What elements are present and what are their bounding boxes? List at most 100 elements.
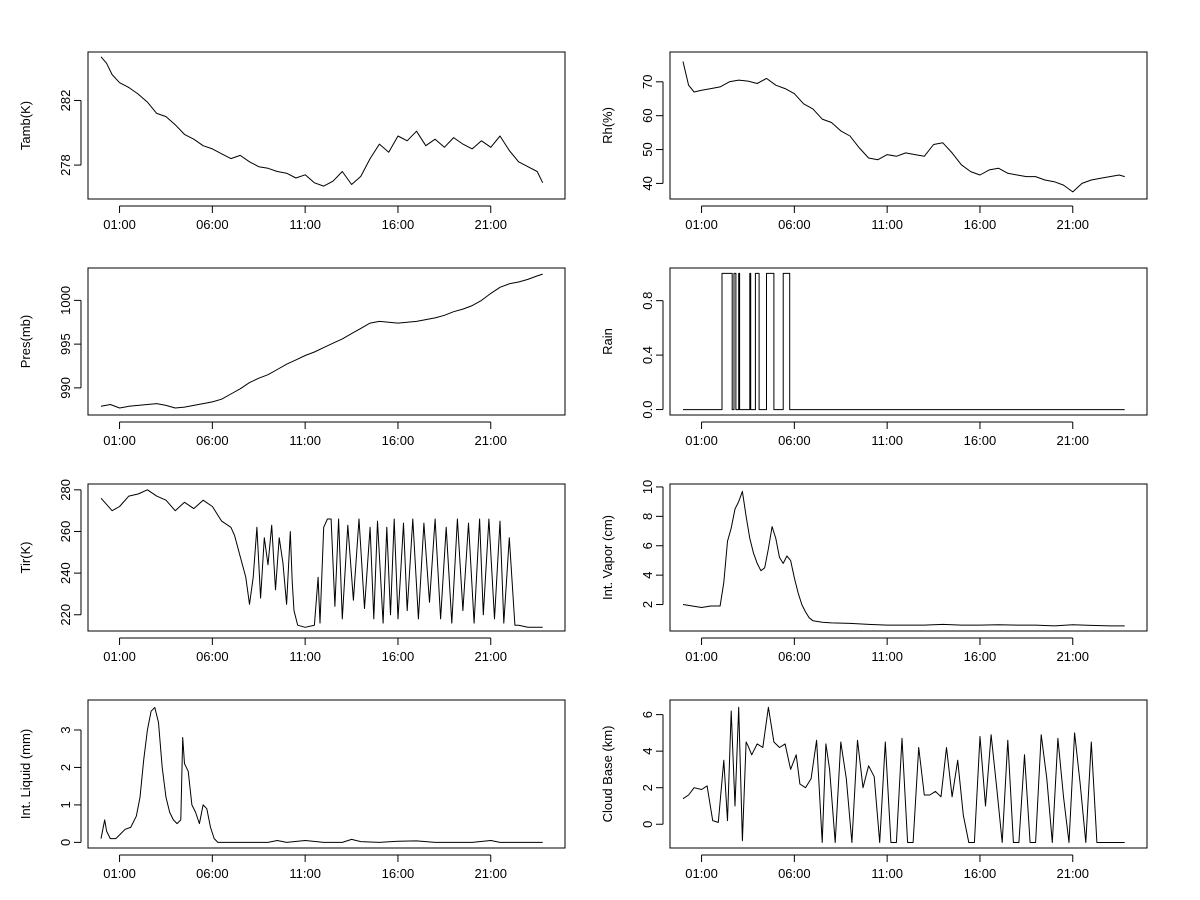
x-tick-label: 16:00: [382, 866, 415, 881]
y-axis-title: Cloud Base (km): [600, 726, 615, 823]
series-line: [683, 272, 1125, 411]
x-tick-label: 11:00: [289, 217, 321, 232]
y-axis-title: Pres(mb): [18, 315, 33, 368]
x-tick-label: 21:00: [1056, 866, 1089, 881]
x-tick-label: 06:00: [196, 217, 229, 232]
x-tick-label: 21:00: [1056, 217, 1089, 232]
y-axis-title: Tamb(K): [18, 101, 33, 150]
x-tick-label: 21:00: [474, 433, 507, 448]
y-axis-title: Int. Vapor (cm): [600, 515, 615, 600]
y-tick-label: 1: [58, 801, 73, 808]
chart-panel-7: 01:00 06:00 11:00 16:00 21:00 0 1 2 3 Int. Liquid…: [18, 699, 566, 881]
y-tick-label: 4: [640, 748, 655, 755]
y-axis: 0.0 0.4 0.8: [640, 292, 664, 419]
y-tick-label: 240: [58, 562, 73, 584]
x-tick-label: 16:00: [964, 649, 997, 664]
x-tick-label: 01:00: [685, 866, 718, 881]
series-line: [682, 61, 1125, 193]
x-tick-label: 21:00: [474, 649, 507, 664]
chart-panel-2: 01:00 06:00 11:00 16:00 21:00 40 50 60 70 Rh(%): [600, 51, 1148, 232]
y-tick-label: 2: [58, 764, 73, 771]
y-tick-label: 0.8: [640, 292, 655, 310]
chart-panel-6: 01:00 06:00 11:00 16:00 21:00 2 4 6 8 10 Int. Vapo…: [600, 480, 1148, 664]
x-tick-label: 11:00: [289, 649, 321, 664]
y-axis-title: Rh(%): [600, 107, 615, 144]
x-tick-label: 11:00: [871, 649, 903, 664]
y-tick-label: 60: [640, 108, 655, 122]
y-tick-label: 280: [58, 479, 73, 501]
y-tick-label: 70: [640, 75, 655, 89]
x-tick-label: 21:00: [1056, 649, 1089, 664]
y-tick-label: 278: [58, 154, 73, 176]
y-tick-label: 282: [58, 90, 73, 112]
chart-panel-4: 01:00 06:00 11:00 16:00 21:00 0.0 0.4 0.8 Rain: [600, 267, 1148, 448]
chart-panel-8: 01:00 06:00 11:00 16:00 21:00 0 2 4 6 Cloud Base …: [600, 699, 1148, 881]
x-tick-label: 16:00: [382, 433, 415, 448]
y-axis: 0 2 4 6: [640, 711, 664, 828]
y-axis: 2 4 6 8 10: [640, 480, 664, 608]
x-tick-label: 16:00: [964, 433, 997, 448]
y-axis-title: Tir(K): [18, 541, 33, 573]
y-axis: 278 282: [58, 90, 82, 176]
y-tick-label: 0.0: [640, 401, 655, 419]
plot-frame: [669, 267, 1148, 416]
x-tick-label: 01:00: [685, 649, 718, 664]
plot-frame: [87, 699, 566, 849]
x-tick-label: 01:00: [685, 217, 718, 232]
x-axis: 01:00 06:00 11:00 16:00 21:00: [103, 637, 507, 664]
y-axis-title: Rain: [600, 328, 615, 355]
x-axis: 01:00 06:00 11:00 16:00 21:00: [685, 421, 1089, 448]
plot-frame: [87, 51, 566, 200]
y-tick-label: 40: [640, 176, 655, 190]
y-tick-label: 2: [640, 601, 655, 608]
x-tick-label: 01:00: [103, 217, 136, 232]
x-tick-label: 06:00: [778, 866, 811, 881]
x-tick-label: 21:00: [1056, 433, 1089, 448]
x-tick-label: 06:00: [196, 433, 229, 448]
x-tick-label: 11:00: [871, 433, 903, 448]
chart-panel-3: 01:00 06:00 11:00 16:00 21:00 990 995 1000 Pres(…: [18, 267, 566, 448]
x-tick-label: 11:00: [871, 866, 903, 881]
y-tick-label: 260: [58, 521, 73, 543]
series-line: [682, 490, 1125, 627]
x-tick-label: 16:00: [382, 649, 415, 664]
x-axis: 01:00 06:00 11:00 16:00 21:00: [685, 637, 1089, 664]
x-tick-label: 01:00: [103, 649, 136, 664]
y-tick-label: 0.4: [640, 346, 655, 364]
y-axis: 990 995 1000: [58, 286, 82, 399]
plot-frame: [87, 483, 566, 632]
x-tick-label: 06:00: [196, 649, 229, 664]
y-tick-label: 3: [58, 726, 73, 733]
y-axis: 40 50 60 70: [640, 75, 664, 191]
chart-panel-1: 01:00 06:00 11:00 16:00 21:00 278 282 Tamb(K): [18, 51, 566, 232]
x-tick-label: 11:00: [289, 866, 321, 881]
x-tick-label: 01:00: [103, 866, 136, 881]
x-axis: 01:00 06:00 11:00 16:00 21:00: [103, 854, 507, 881]
series-line: [682, 706, 1125, 843]
series-line: [100, 489, 543, 628]
y-tick-label: 0: [640, 821, 655, 828]
y-tick-label: 220: [58, 604, 73, 626]
chart-panel-5: 01:00 06:00 11:00 16:00 21:00 220 240 260 280 Tir…: [18, 479, 566, 664]
series-line: [100, 707, 543, 843]
y-tick-label: 0: [58, 839, 73, 846]
y-tick-label: 2: [640, 784, 655, 791]
y-tick-label: 990: [58, 377, 73, 399]
y-tick-label: 8: [640, 513, 655, 520]
x-tick-label: 21:00: [474, 217, 507, 232]
x-tick-label: 16:00: [964, 217, 997, 232]
y-tick-label: 6: [640, 542, 655, 549]
x-axis: 01:00 06:00 11:00 16:00 21:00: [685, 854, 1089, 881]
y-tick-label: 50: [640, 142, 655, 156]
plot-frame: [669, 51, 1148, 200]
x-axis: 01:00 06:00 11:00 16:00 21:00: [103, 421, 507, 448]
x-axis: 01:00 06:00 11:00 16:00 21:00: [685, 205, 1089, 232]
x-tick-label: 01:00: [103, 433, 136, 448]
y-tick-label: 995: [58, 333, 73, 355]
plot-frame: [669, 483, 1148, 632]
y-tick-label: 4: [640, 572, 655, 579]
x-tick-label: 06:00: [196, 866, 229, 881]
y-axis-title: Int. Liquid (mm): [18, 729, 33, 819]
x-tick-label: 16:00: [964, 866, 997, 881]
